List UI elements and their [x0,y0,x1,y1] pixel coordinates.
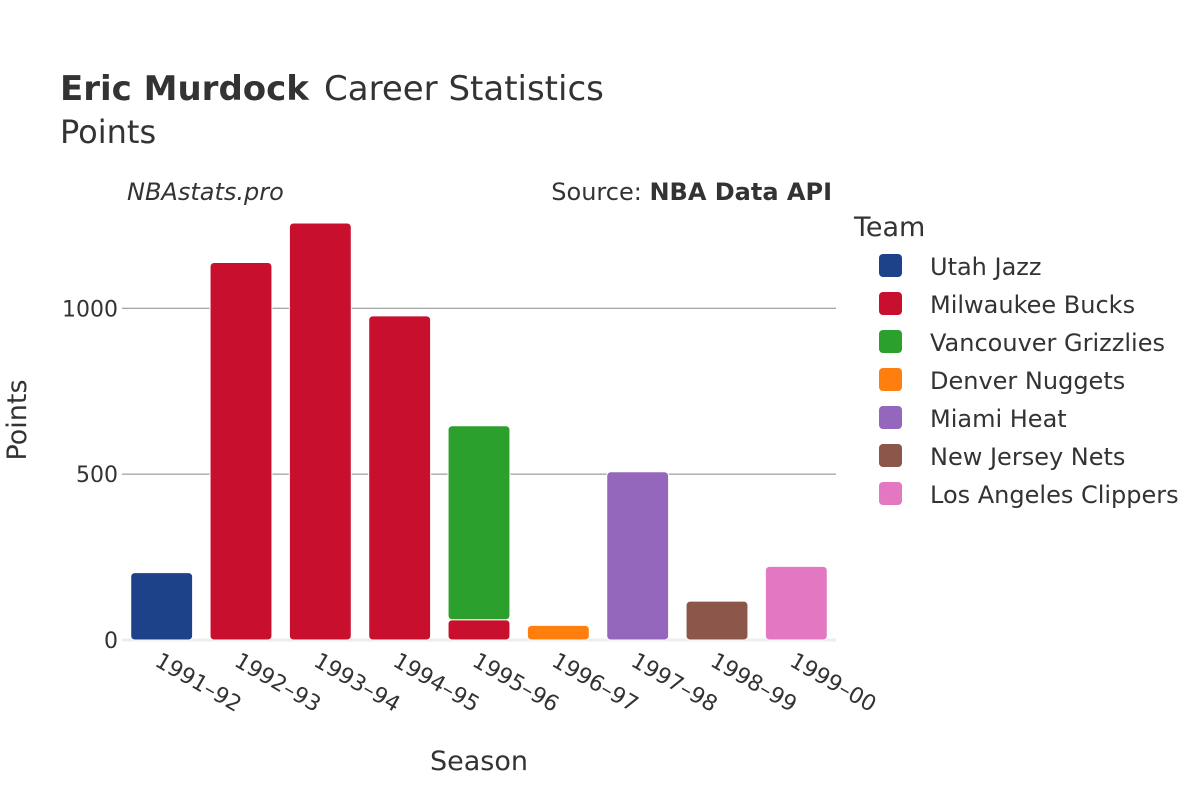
legend-label: Denver Nuggets [930,367,1125,395]
bar-1999-00-los-angeles-clippers [764,565,828,641]
y-axis-title: Points [2,379,33,460]
x-axis-ticks: 1991–921992–931993–941994–951995–961996–… [151,649,880,718]
x-tick-label: 1993–94 [309,649,404,718]
source-prefix: Source: [551,178,649,206]
x-tick-label: 1995–96 [468,649,563,718]
bar-1994-95-milwaukee-bucks [368,315,432,641]
bar-1998-99-new-jersey-nets [685,600,749,641]
legend-swatch [879,330,902,353]
bar-1993-94-milwaukee-bucks [288,222,352,641]
x-tick-label: 1996–97 [547,649,642,718]
legend-swatch [879,254,902,277]
source-name: NBA Data API [649,178,832,206]
x-tick-label: 1999–00 [785,649,880,718]
legend-label: Miami Heat [930,405,1067,433]
bar-1996-97-denver-nuggets [526,624,590,641]
x-tick-label: 1994–95 [389,649,484,718]
chart-title: Eric Murdock Career Statistics [60,69,604,109]
bar-1995-96-vancouver-grizzlies [447,425,511,621]
x-tick-label: 1997–98 [627,649,722,718]
bar-1992-93-milwaukee-bucks [209,261,273,641]
legend-label: Utah Jazz [930,253,1042,281]
y-tick-label: 1000 [62,297,118,322]
bar-1997-98-miami-heat [606,471,670,641]
legend-label: Los Angeles Clippers [930,481,1179,509]
title-player-name: Eric Murdock [60,69,310,109]
legend-swatch [879,406,902,429]
legend-title: Team [853,212,925,243]
legend-label: Milwaukee Bucks [930,291,1135,319]
watermark: NBAstats.pro [127,178,284,206]
legend-label: Vancouver Grizzlies [930,329,1165,357]
legend-swatch [879,368,902,391]
bar-1995-96-milwaukee-bucks [447,619,511,641]
x-tick-label: 1991–92 [151,649,246,718]
legend-swatch [879,482,902,505]
legend: Team Utah Jazz Milwaukee Bucks Vancouver G… [853,212,1179,509]
bars [130,222,828,641]
legend-swatch [879,444,902,467]
x-axis-title: Season [430,746,528,777]
legend-swatch [879,292,902,315]
legend-label: New Jersey Nets [930,443,1125,471]
bar-1991-92-utah-jazz [130,572,194,641]
y-axis-ticks: 0 500 1000 [62,297,118,654]
chart-subtitle: Points [60,113,156,151]
y-tick-label: 500 [76,463,118,488]
x-tick-label: 1992–93 [230,649,325,718]
title-rest: Career Statistics [324,69,604,109]
source-credit: Source: NBA Data API [551,178,832,206]
x-tick-label: 1998–99 [706,649,801,718]
y-tick-label: 0 [104,629,118,654]
